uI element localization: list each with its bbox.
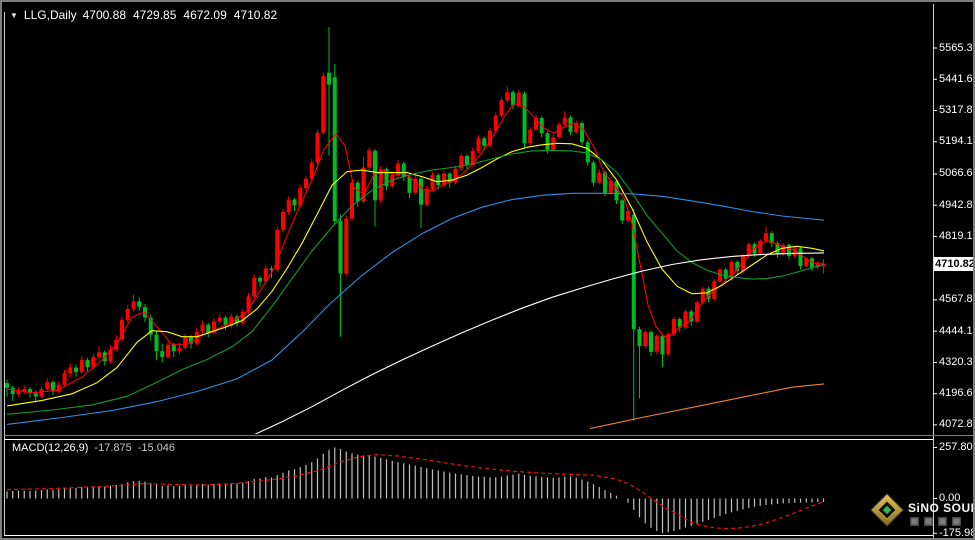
macd-signal-line [6,453,824,530]
current-price-value: 4710.82 [935,257,975,270]
logo-brand-text: SiNO SOUND [908,501,973,515]
price-axis-label: 4320.35 [939,355,975,368]
price-axis[interactable] [933,4,973,435]
ma-white [254,252,825,434]
macd-indicator-label: MACD(12,26,9) -17.875 -15.046 [12,442,175,454]
macd-axis-label: 0.00 [939,492,961,504]
macd-signal-value: -15.046 [137,442,176,454]
macd-axis-label: 257.809 [939,440,975,453]
macd-name: MACD(12,26,9) [12,442,89,454]
panel-divider[interactable] [4,434,973,437]
price-axis-label: 5441.60 [939,72,975,85]
ma-yellow [6,142,825,407]
ma-orange [589,383,825,430]
logo-chinese-text [910,517,961,526]
logo-chinese-character [952,517,961,526]
symbol-period-label: LLG,Daily [23,8,77,22]
price-axis-label: 4819.10 [939,229,975,242]
ma-green [6,149,825,415]
price-axis-label: 5317.85 [939,104,975,116]
price-axis-label: 5565.35 [939,41,975,54]
high-value: 4729.85 [133,8,177,22]
price-axis-label: 4942.85 [939,198,975,211]
sino-sound-logo: SiNO SOUND [871,494,973,536]
price-axis-label: 4444.10 [939,324,975,337]
macd-main-value: -17.875 [94,442,132,454]
symbol-dropdown-icon[interactable]: ▼ [10,10,18,20]
price-axis-label: 4567.85 [939,293,975,306]
logo-chinese-character [938,517,947,526]
ma-fast-red [6,102,825,394]
ma-blue [6,192,825,425]
price-axis-label: 4196.60 [939,387,975,400]
price-axis-label: 5194.10 [939,135,975,148]
close-value: 4710.82 [233,8,278,22]
logo-chinese-character [924,517,933,526]
ohlc-readout: 4700.88 4729.85 4672.09 4710.82 [83,8,278,22]
current-price-box: 4710.82 [934,256,975,271]
low-value: 4672.09 [183,8,227,22]
macd-axis-label: -175.983 [939,526,973,539]
chart-title: ▼ LLG,Daily 4700.88 4729.85 4672.09 4710.82 [10,8,277,22]
open-value: 4700.88 [82,8,126,22]
logo-chinese-character [910,517,919,526]
price-axis-label: 5066.60 [939,167,975,180]
price-axis-label: 4072.85 [939,418,975,431]
